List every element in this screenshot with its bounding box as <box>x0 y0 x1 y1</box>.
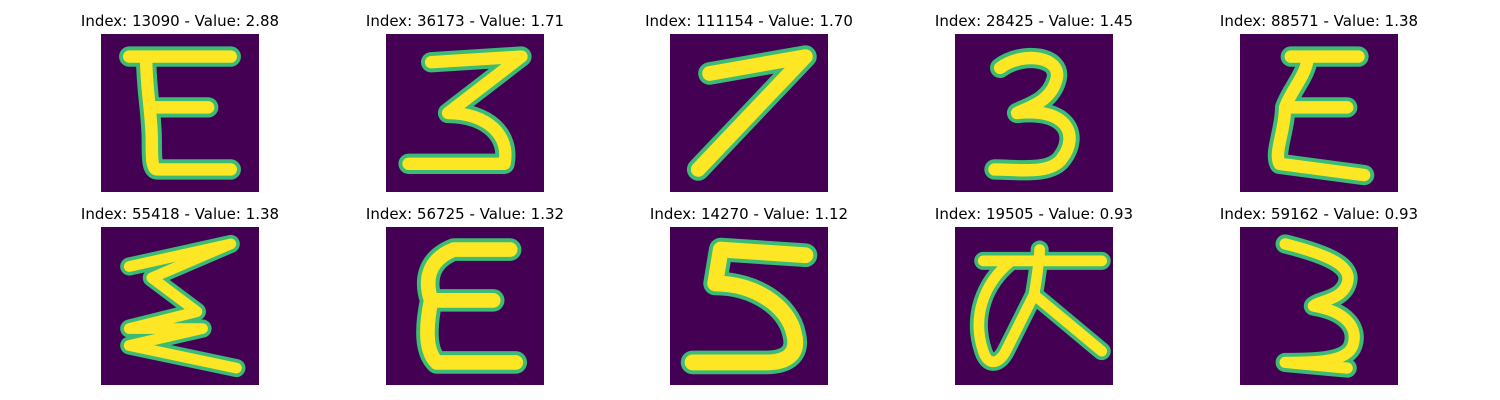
panel-title: Index: 13090 - Value: 2.88 <box>80 12 280 30</box>
panel-title: Index: 19505 - Value: 0.93 <box>934 205 1134 223</box>
digit-image <box>386 227 544 385</box>
digit-panel: Index: 59162 - Value: 0.93 <box>1177 205 1461 385</box>
digit-image <box>955 227 1113 385</box>
digit-image <box>955 34 1113 192</box>
digit-image <box>1240 34 1398 192</box>
digit-image <box>670 34 828 192</box>
digit-image <box>101 34 259 192</box>
digit-image <box>101 227 259 385</box>
panel-title: Index: 28425 - Value: 1.45 <box>934 12 1134 30</box>
digit-panel: Index: 19505 - Value: 0.93 <box>892 205 1176 385</box>
digit-panel: Index: 13090 - Value: 2.88 <box>38 12 322 192</box>
digit-panel: Index: 28425 - Value: 1.45 <box>892 12 1176 192</box>
digit-panel: Index: 111154 - Value: 1.70 <box>607 12 891 192</box>
digit-image <box>670 227 828 385</box>
panel-title: Index: 14270 - Value: 1.12 <box>649 205 849 223</box>
panel-title: Index: 56725 - Value: 1.32 <box>365 205 565 223</box>
panel-title: Index: 36173 - Value: 1.71 <box>365 12 565 30</box>
digit-panel: Index: 14270 - Value: 1.12 <box>607 205 891 385</box>
digit-panel: Index: 36173 - Value: 1.71 <box>323 12 607 192</box>
digit-panel: Index: 56725 - Value: 1.32 <box>323 205 607 385</box>
digit-panel: Index: 55418 - Value: 1.38 <box>38 205 322 385</box>
digit-image <box>386 34 544 192</box>
digit-image <box>1240 227 1398 385</box>
panel-title: Index: 111154 - Value: 1.70 <box>645 12 853 30</box>
panel-title: Index: 88571 - Value: 1.38 <box>1219 12 1419 30</box>
panel-title: Index: 55418 - Value: 1.38 <box>80 205 280 223</box>
digit-panel: Index: 88571 - Value: 1.38 <box>1177 12 1461 192</box>
panel-title: Index: 59162 - Value: 0.93 <box>1219 205 1419 223</box>
